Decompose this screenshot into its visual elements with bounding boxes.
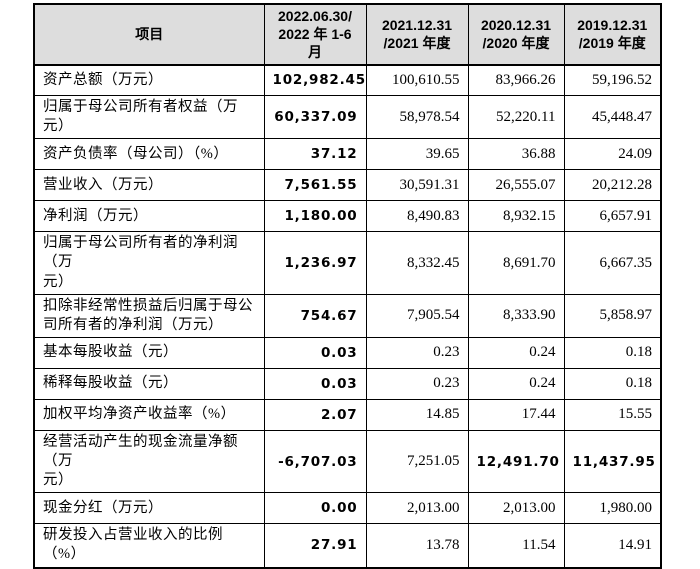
table-cell: 11,437.95 — [563, 429, 662, 494]
table-row: 经营活动产生的现金流量净额（万 元） -6,707.03 7,251.05 12… — [33, 429, 662, 494]
table-cell: 0.00 — [263, 492, 367, 525]
table-cell: 15.55 — [563, 398, 662, 431]
table-cell: 6,667.35 — [563, 231, 662, 295]
table-row: 净利润（万元） 1,180.00 8,490.83 8,932.15 6,657… — [33, 200, 662, 233]
table-cell: 8,332.45 — [365, 231, 469, 295]
row-label: 营业收入（万元） — [33, 169, 265, 202]
header-period-2021: 2021.12.31 /2021 年度 — [365, 3, 469, 66]
row-label: 加权平均净资产收益率（%） — [33, 398, 265, 431]
row-label: 资产负债率（母公司）（%） — [33, 138, 265, 171]
table-row: 扣除非经常性损益后归属于母公 司所有者的净利润（万元） 754.67 7,905… — [33, 293, 662, 338]
row-label: 基本每股收益（元） — [33, 336, 265, 369]
row-label: 稀释每股收益（元） — [33, 367, 265, 400]
table-row: 归属于母公司所有者权益（万元） 60,337.09 58,978.54 52,2… — [33, 95, 662, 140]
header-item-column: 项目 — [33, 3, 265, 66]
table-cell: 17.44 — [467, 398, 565, 431]
table-cell: 83,966.26 — [467, 64, 565, 97]
table-cell: 7,561.55 — [263, 169, 367, 202]
table-cell: 8,932.15 — [467, 200, 565, 233]
table-cell: 13.78 — [365, 523, 469, 569]
header-period-2020: 2020.12.31 /2020 年度 — [467, 3, 565, 66]
table-cell: 2,013.00 — [365, 492, 469, 525]
table-cell: 7,905.54 — [365, 293, 469, 338]
table-cell: 36.88 — [467, 138, 565, 171]
table-row: 基本每股收益（元） 0.03 0.23 0.24 0.18 — [33, 336, 662, 369]
table-cell: 37.12 — [263, 138, 367, 171]
table-cell: 30,591.31 — [365, 169, 469, 202]
table-cell: 5,858.97 — [563, 293, 662, 338]
table-cell: 60,337.09 — [263, 95, 367, 140]
table-row: 加权平均净资产收益率（%） 2.07 14.85 17.44 15.55 — [33, 398, 662, 431]
table-cell: 0.03 — [263, 367, 367, 400]
table-cell: 45,448.47 — [563, 95, 662, 140]
table-cell: 20,212.28 — [563, 169, 662, 202]
financial-summary-table-container: 项目 2022.06.30/ 2022 年 1-6 月 2021.12.31 /… — [33, 3, 662, 569]
table-cell: 26,555.07 — [467, 169, 565, 202]
row-label: 归属于母公司所有者的净利润（万 元） — [33, 231, 265, 295]
table-row: 营业收入（万元） 7,561.55 30,591.31 26,555.07 20… — [33, 169, 662, 202]
table-row: 资产负债率（母公司）（%） 37.12 39.65 36.88 24.09 — [33, 138, 662, 171]
table-cell: 11.54 — [467, 523, 565, 569]
table-cell: 1,180.00 — [263, 200, 367, 233]
table-cell: 2,013.00 — [467, 492, 565, 525]
table-row: 现金分红（万元） 0.00 2,013.00 2,013.00 1,980.00 — [33, 492, 662, 525]
table-cell: 100,610.55 — [365, 64, 469, 97]
financial-summary-table: 项目 2022.06.30/ 2022 年 1-6 月 2021.12.31 /… — [33, 3, 662, 569]
table-cell: 0.24 — [467, 367, 565, 400]
table-cell: 0.23 — [365, 367, 469, 400]
table-row: 资产总额（万元） 102,982.45 100,610.55 83,966.26… — [33, 64, 662, 97]
table-cell: 8,691.70 — [467, 231, 565, 295]
row-label: 扣除非经常性损益后归属于母公 司所有者的净利润（万元） — [33, 293, 265, 338]
table-cell: 0.24 — [467, 336, 565, 369]
table-cell: 52,220.11 — [467, 95, 565, 140]
table-cell: 58,978.54 — [365, 95, 469, 140]
header-row: 项目 2022.06.30/ 2022 年 1-6 月 2021.12.31 /… — [33, 3, 662, 66]
row-label: 研发投入占营业收入的比例（%） — [33, 523, 265, 569]
table-cell: 102,982.45 — [263, 64, 367, 97]
table-row: 研发投入占营业收入的比例（%） 27.91 13.78 11.54 14.91 — [33, 523, 662, 569]
table-cell: 6,657.91 — [563, 200, 662, 233]
table-cell: 1,980.00 — [563, 492, 662, 525]
table-cell: 12,491.70 — [467, 429, 565, 494]
row-label: 资产总额（万元） — [33, 64, 265, 97]
table-cell: 14.85 — [365, 398, 469, 431]
table-cell: 754.67 — [263, 293, 367, 338]
table-cell: 8,333.90 — [467, 293, 565, 338]
table-cell: 27.91 — [263, 523, 367, 569]
row-label: 净利润（万元） — [33, 200, 265, 233]
table-cell: 2.07 — [263, 398, 367, 431]
row-label: 归属于母公司所有者权益（万元） — [33, 95, 265, 140]
table-cell: -6,707.03 — [263, 429, 367, 494]
table-cell: 0.03 — [263, 336, 367, 369]
table-cell: 24.09 — [563, 138, 662, 171]
table-cell: 39.65 — [365, 138, 469, 171]
row-label: 现金分红（万元） — [33, 492, 265, 525]
table-cell: 59,196.52 — [563, 64, 662, 97]
table-cell: 1,236.97 — [263, 231, 367, 295]
table-row: 稀释每股收益（元） 0.03 0.23 0.24 0.18 — [33, 367, 662, 400]
table-cell: 8,490.83 — [365, 200, 469, 233]
header-period-2019: 2019.12.31 /2019 年度 — [563, 3, 662, 66]
row-label: 经营活动产生的现金流量净额（万 元） — [33, 429, 265, 494]
table-row: 归属于母公司所有者的净利润（万 元） 1,236.97 8,332.45 8,6… — [33, 231, 662, 295]
header-period-2022h1: 2022.06.30/ 2022 年 1-6 月 — [263, 3, 367, 66]
table-cell: 14.91 — [563, 523, 662, 569]
table-cell: 0.18 — [563, 336, 662, 369]
table-cell: 7,251.05 — [365, 429, 469, 494]
table-cell: 0.23 — [365, 336, 469, 369]
table-cell: 0.18 — [563, 367, 662, 400]
